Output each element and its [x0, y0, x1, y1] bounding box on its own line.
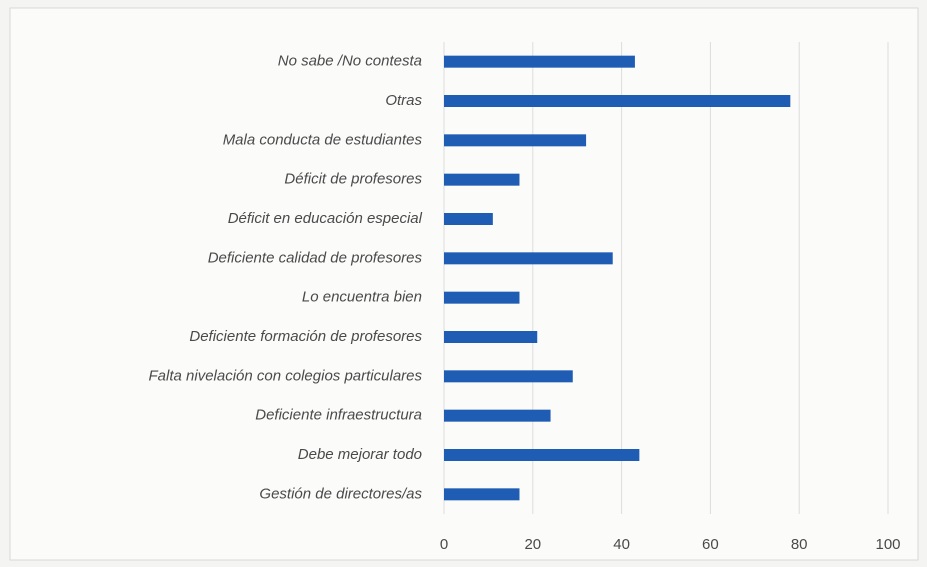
- y-tick-label: Deficiente formación de profesores: [189, 328, 422, 345]
- y-tick-label: Gestión de directores/as: [259, 485, 422, 502]
- y-tick-label: No sabe /No contesta: [278, 53, 422, 70]
- x-tick-label: 100: [875, 536, 900, 553]
- bar: [444, 55, 635, 68]
- y-tick-label: Lo encuentra bien: [302, 289, 422, 306]
- y-tick-label: Deficiente calidad de profesores: [208, 249, 423, 266]
- bar: [444, 370, 573, 383]
- bar: [444, 134, 587, 147]
- bar: [444, 95, 791, 107]
- bar: [444, 409, 551, 422]
- bar: [444, 449, 640, 461]
- bar: [444, 173, 520, 186]
- bar: [444, 252, 613, 265]
- x-tick-label: 20: [524, 536, 541, 553]
- y-tick-label: Debe mejorar todo: [298, 446, 422, 463]
- x-tick-label: 80: [791, 536, 808, 553]
- x-tick-label: 40: [613, 536, 630, 553]
- y-tick-label: Déficit de profesores: [284, 171, 422, 188]
- x-tick-label: 0: [440, 536, 448, 553]
- bar: [444, 331, 538, 343]
- chart-frame: [9, 7, 919, 561]
- x-tick-label: 60: [702, 536, 719, 553]
- bar: [444, 488, 520, 501]
- bar: [444, 291, 520, 304]
- y-tick-label: Mala conducta de estudiantes: [223, 131, 423, 148]
- y-tick-label: Falta nivelación con colegios particular…: [149, 367, 423, 384]
- y-tick-label: Déficit en educación especial: [228, 210, 423, 227]
- y-tick-label: Otras: [385, 92, 422, 109]
- bar: [444, 213, 493, 225]
- y-tick-label: Deficiente infraestructura: [255, 407, 422, 424]
